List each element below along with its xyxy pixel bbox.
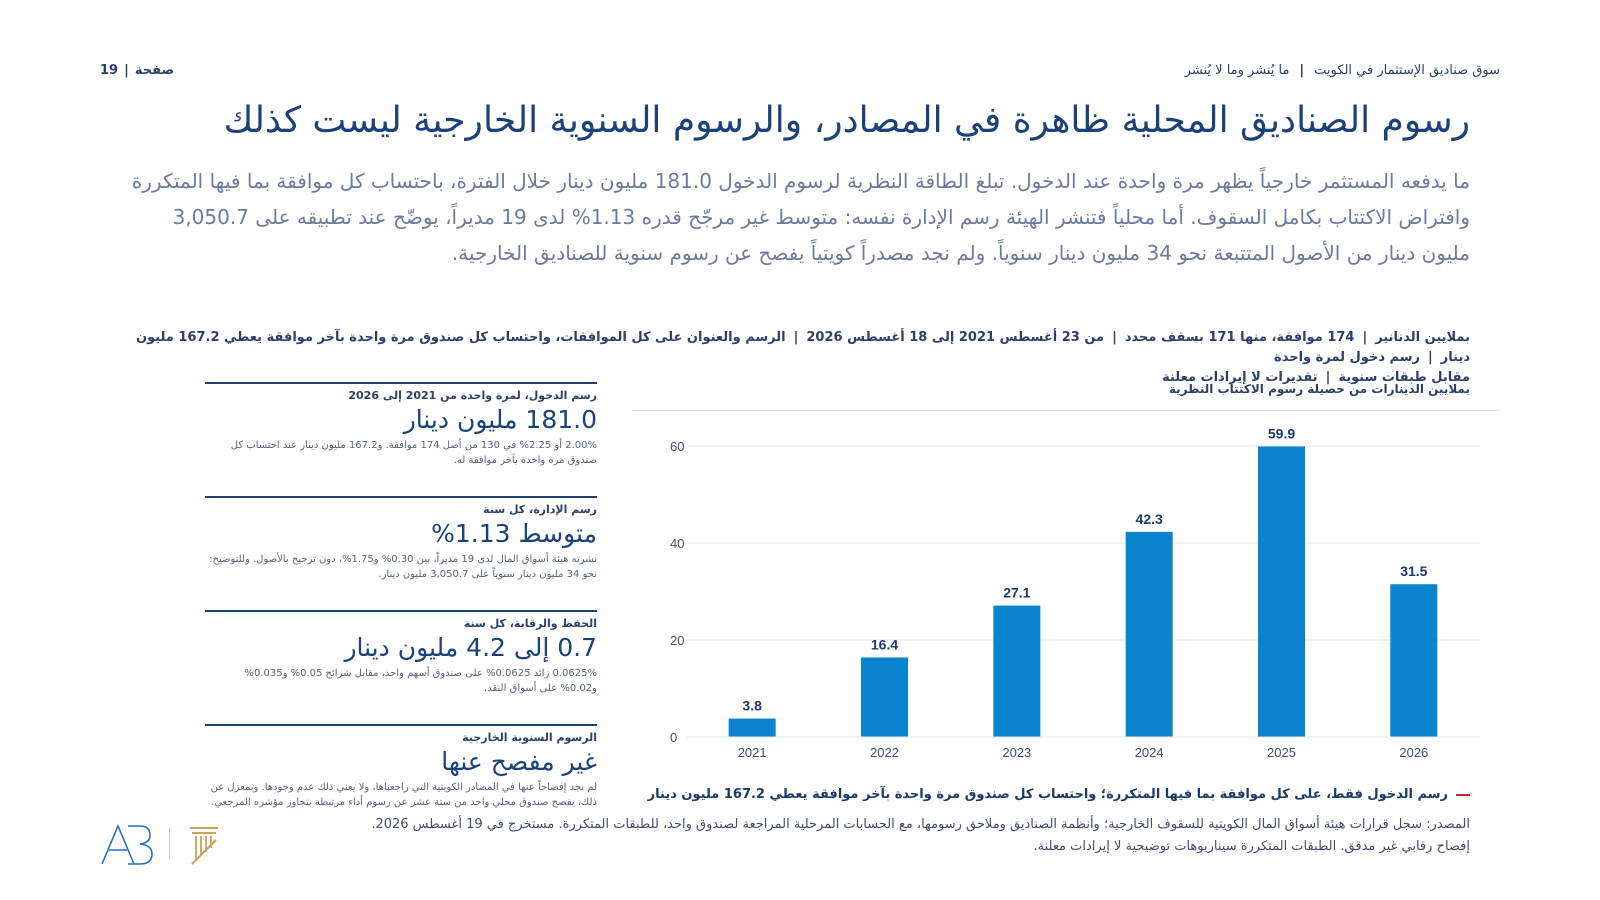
bar	[1390, 584, 1438, 737]
card-description: 2.00% أو 2.25% في 130 من أصل 174 موافقة.…	[230, 440, 597, 466]
page-label: صفحة	[134, 63, 175, 78]
bar-chart: 0 20 40 60 3.8 2021 16.4 2022 27.1 2023 42.3 2024 59…	[670, 425, 1480, 760]
page-subtitle: ما يدفعه المستثمر خارجياً يظهر مرة واحدة…	[131, 169, 1470, 265]
y-tick-label: 60	[670, 439, 684, 454]
legend-text: رسم الدخول فقط، على كل موافقة بما فيها ا…	[647, 787, 1448, 802]
meta-item: الرسم والعنوان على كل الموافقات، واحتساب…	[135, 330, 1470, 365]
bar	[1125, 531, 1173, 737]
header-section: سوق صناديق الإستثمار في الكويت	[1314, 63, 1500, 78]
x-tick-label: 2026	[1399, 745, 1428, 760]
data-label: 16.4	[871, 636, 898, 652]
x-tick-label: 2024	[1135, 745, 1164, 760]
meta-item: من 23 أغسطس 2021 إلى 18 أغسطس 2026	[806, 330, 1105, 345]
data-label: 59.9	[1268, 425, 1295, 441]
meta-separator: |	[1428, 350, 1433, 365]
x-tick-label: 2022	[870, 745, 899, 760]
card-value: 181.0 مليون دينار	[403, 405, 597, 434]
meta-item: 174 موافقة، منها 171 بسقف محدد	[1124, 330, 1355, 345]
fee-card-management: رسم الإدارة، كل سنة متوسط 1.13% نشرته هي…	[205, 496, 597, 607]
fee-card-custody: الحفظ والرقابة، كل سنة 0.7 إلى 4.2 مليون…	[205, 610, 597, 721]
meta-item: رسم دخول لمرة واحدة	[1274, 350, 1421, 365]
ab-logo	[101, 823, 153, 865]
card-title: الحفظ والرقابة، كل سنة	[463, 617, 597, 630]
bar	[993, 605, 1041, 737]
legend-swatch	[1456, 793, 1470, 796]
source-note: المصدر: سجل قرارات هيئة أسواق المال الكو…	[371, 817, 1470, 854]
chart-unit-label: بملايين الدينارات من حصيلة رسوم الاكتتاب…	[1168, 382, 1470, 396]
meta-separator: |	[793, 330, 799, 345]
page-indicator: صفحة | 19	[100, 63, 174, 78]
meta-item: مقابل طبقات سنوية	[1338, 370, 1470, 385]
page-title: رسوم الصناديق المحلية ظاهرة في المصادر، …	[223, 100, 1470, 141]
header-separator: |	[1299, 63, 1305, 78]
meta-separator: |	[1325, 370, 1331, 385]
meta-item: تقديرات لا إيرادات معلنة	[1162, 370, 1318, 385]
card-title: رسم الإدارة، كل سنة	[483, 503, 597, 516]
brand-logos	[101, 823, 218, 865]
page-separator: |	[124, 63, 129, 78]
card-description: نشرته هيئة أسواق المال لدى 19 مديراً، بي…	[209, 554, 597, 580]
bar	[728, 718, 776, 737]
card-value: 0.7 إلى 4.2 مليون دينار	[344, 633, 597, 662]
pillar-logo-icon	[190, 827, 218, 865]
chart-divider	[632, 410, 1500, 411]
fee-cards: رسم الدخول، لمرة واحدة من 2021 إلى 2026 …	[205, 382, 597, 838]
data-label: 31.5	[1400, 563, 1427, 579]
card-title: رسم الدخول، لمرة واحدة من 2021 إلى 2026	[348, 389, 597, 402]
x-tick-label: 2023	[1002, 745, 1031, 760]
card-description: 0.0625% زائد 0.0625% على صندوق أسهم واحد…	[244, 668, 597, 694]
bar	[861, 657, 908, 737]
card-title: الرسوم السنوية الخارجية	[462, 731, 597, 744]
page-number: 19	[100, 63, 119, 78]
card-description: لم نجد إفصاحاً عنها في المصادر الكويتية …	[210, 782, 597, 808]
chart-meta: بملايين الدنانير | 174 موافقة، منها 171 بس…	[130, 328, 1470, 388]
logo-divider	[169, 828, 170, 858]
card-value: غير مفصح عنها	[441, 747, 597, 776]
card-value: متوسط 1.13%	[431, 519, 597, 548]
meta-separator: |	[1112, 330, 1117, 345]
chart-legend: رسم الدخول فقط، على كل موافقة بما فيها ا…	[648, 787, 1470, 802]
header-subsection: ما يُنشر وما لا يُنشر	[1184, 63, 1290, 78]
fee-card-entry: رسم الدخول، لمرة واحدة من 2021 إلى 2026 …	[205, 382, 597, 493]
y-tick-label: 0	[670, 730, 677, 745]
data-label: 3.8	[742, 698, 762, 714]
x-tick-label: 2021	[738, 745, 767, 760]
bar	[1258, 446, 1305, 737]
y-tick-label: 40	[670, 536, 684, 551]
header-breadcrumb: سوق صناديق الإستثمار في الكويت | ما يُنش…	[1185, 63, 1500, 78]
y-tick-label: 20	[670, 633, 684, 648]
data-label: 42.3	[1136, 511, 1163, 527]
x-tick-label: 2025	[1267, 745, 1296, 760]
data-label: 27.1	[1003, 585, 1030, 601]
fee-card-foreign: الرسوم السنوية الخارجية غير مفصح عنها لم…	[205, 724, 597, 835]
meta-item: بملايين الدنانير	[1375, 330, 1470, 345]
meta-separator: |	[1362, 330, 1368, 345]
